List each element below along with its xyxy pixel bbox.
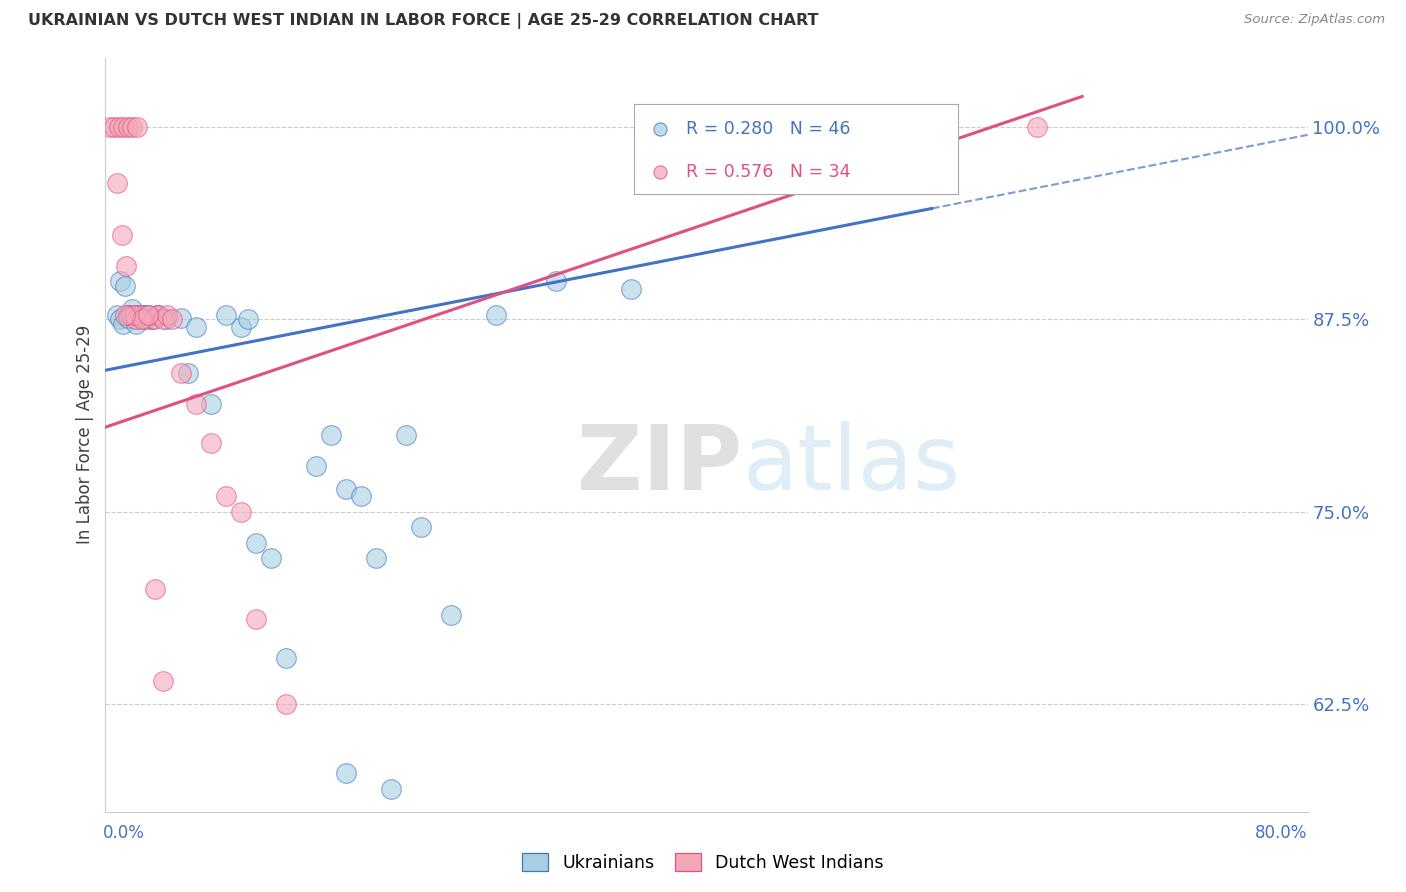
Point (395, 427, 418, 442)
Point (214, 308, 236, 322)
Point (136, 308, 159, 322)
Point (200, 435, 222, 450)
Point (169, 310, 191, 325)
Point (121, 120, 143, 135)
Point (132, 308, 155, 322)
Point (114, 278, 136, 293)
Point (155, 312, 177, 326)
Point (245, 612, 267, 626)
Point (125, 120, 148, 135)
Point (229, 320, 252, 334)
Point (132, 308, 155, 322)
Point (238, 312, 260, 326)
Point (118, 308, 141, 322)
Text: atlas: atlas (742, 421, 960, 509)
Point (319, 427, 342, 442)
Point (440, 607, 463, 622)
Point (122, 308, 145, 322)
Point (260, 550, 283, 565)
Point (132, 312, 155, 326)
Point (115, 259, 138, 273)
Point (274, 651, 297, 665)
Point (117, 308, 139, 322)
Point (117, 120, 139, 135)
Point (139, 312, 162, 326)
Point (274, 697, 297, 711)
Point (124, 317, 146, 331)
Point (1026, 120, 1049, 135)
Y-axis label: In Labor Force | Age 25-29: In Labor Force | Age 25-29 (76, 326, 94, 544)
Point (184, 397, 207, 411)
Point (146, 308, 169, 322)
Text: 0.0%: 0.0% (103, 824, 145, 842)
Point (620, 282, 643, 296)
Point (152, 673, 174, 688)
Point (335, 766, 357, 780)
Point (124, 308, 146, 322)
Point (143, 582, 166, 596)
Point (546, 274, 568, 288)
Point (128, 312, 150, 326)
Text: ZIP: ZIP (578, 421, 742, 509)
Point (111, 227, 134, 242)
Point (103, 120, 125, 135)
Point (146, 308, 169, 322)
Point (145, 308, 167, 322)
Point (107, 176, 129, 190)
Point (142, 312, 165, 326)
Point (169, 367, 191, 381)
Point (485, 308, 508, 322)
Point (110, 312, 132, 326)
Point (152, 312, 174, 326)
Point (229, 505, 252, 519)
Text: 80.0%: 80.0% (1256, 824, 1308, 842)
Point (409, 520, 432, 534)
Point (131, 312, 153, 326)
Text: R = 0.280   N = 46: R = 0.280 N = 46 (686, 120, 851, 138)
Point (121, 301, 143, 316)
Point (214, 489, 236, 503)
Point (136, 308, 159, 322)
Point (122, 312, 145, 326)
Point (110, 274, 132, 288)
Point (117, 310, 139, 325)
Point (108, 120, 131, 135)
Point (120, 308, 142, 322)
Text: R = 0.576   N = 34: R = 0.576 N = 34 (686, 163, 851, 181)
Text: Source: ZipAtlas.com: Source: ZipAtlas.com (1244, 13, 1385, 27)
Point (141, 312, 163, 326)
Point (112, 120, 135, 135)
Legend: Ukrainians, Dutch West Indians: Ukrainians, Dutch West Indians (516, 847, 890, 879)
Point (184, 320, 207, 334)
Point (380, 781, 402, 796)
Point (177, 367, 200, 381)
Point (305, 458, 328, 473)
Point (245, 535, 267, 549)
Text: UKRAINIAN VS DUTCH WEST INDIAN IN LABOR FORCE | AGE 25-29 CORRELATION CHART: UKRAINIAN VS DUTCH WEST INDIAN IN LABOR … (28, 13, 818, 29)
Point (160, 312, 183, 326)
Point (107, 308, 129, 322)
Point (364, 550, 387, 565)
Point (124, 312, 146, 326)
Point (335, 482, 357, 496)
Point (129, 308, 152, 322)
Point (350, 489, 373, 503)
Point (156, 308, 179, 322)
Point (200, 397, 222, 411)
Point (98, 120, 121, 135)
Point (112, 317, 135, 331)
Point (138, 308, 160, 322)
Point (128, 308, 150, 322)
Point (134, 312, 156, 326)
Point (114, 308, 136, 322)
